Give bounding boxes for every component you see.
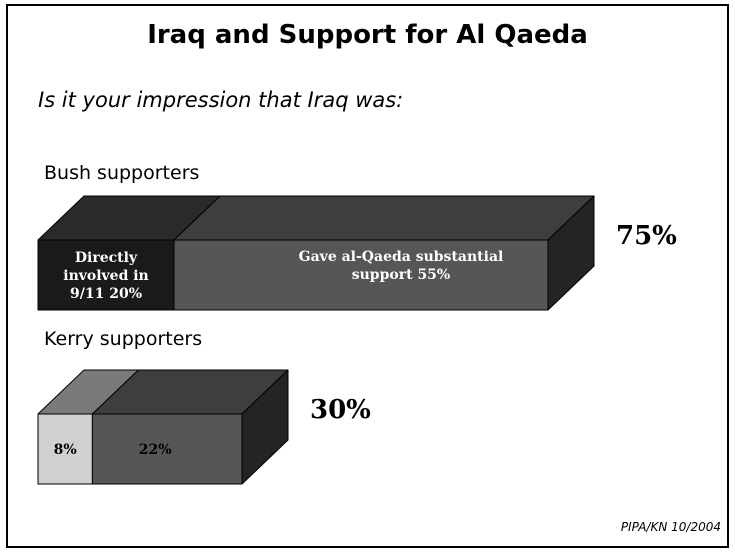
data-label-directly-bush: Directly involved in 9/11 20% bbox=[63, 250, 149, 302]
survey-question: Is it your impression that Iraq was: bbox=[38, 88, 404, 112]
data-label-support-bush: Gave al-Qaeda substantial support 55% bbox=[299, 249, 504, 283]
data-label-support-kerry: 22% bbox=[139, 442, 172, 458]
category-label-kerry: Kerry supporters bbox=[44, 328, 203, 350]
source-note: PIPA/KN 10/2004 bbox=[620, 520, 721, 534]
total-label-kerry: 30% bbox=[310, 395, 371, 425]
chart-title: Iraq and Support for Al Qaeda bbox=[147, 20, 588, 50]
bar-segment-support-bush bbox=[173, 239, 549, 311]
bar-top-support-bush bbox=[173, 195, 595, 241]
total-label-bush: 75% bbox=[616, 221, 677, 251]
category-label-bush: Bush supporters bbox=[44, 162, 200, 184]
data-label-directly-kerry: 8% bbox=[54, 442, 77, 458]
bar-segment-support-kerry bbox=[91, 413, 243, 485]
